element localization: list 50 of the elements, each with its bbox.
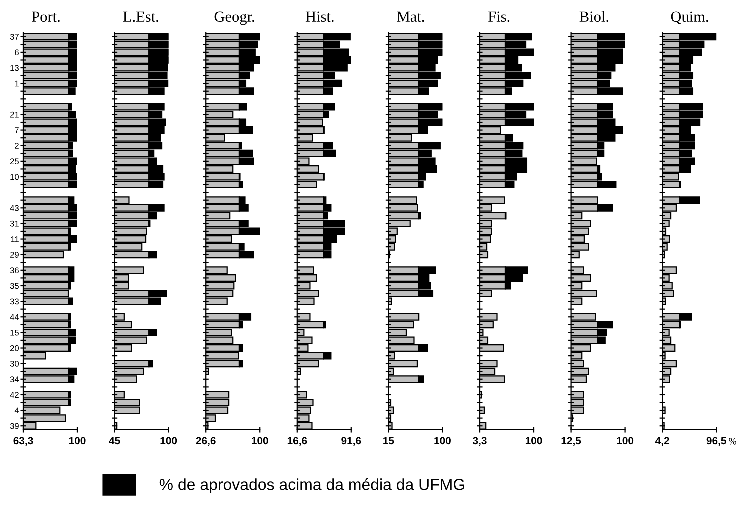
y-tick-label: 44 [10, 314, 20, 320]
x-tick-label: 4,2 [656, 437, 670, 446]
chart-title: Biol. [580, 11, 609, 22]
y-tick-label: 2 [15, 143, 19, 149]
y-tick-label: 10 [10, 174, 20, 180]
y-tick-label: 7 [15, 128, 19, 134]
y-tick-label: 29 [10, 252, 19, 258]
y-tick-label: 36 [10, 268, 19, 274]
x-tick-label: 100 [617, 437, 634, 445]
y-tick-label: 15 [10, 330, 19, 336]
y-tick-label: 33 [10, 298, 19, 305]
x-tick-label: 100 [252, 437, 268, 445]
x-tick-label: 91,6 [342, 437, 362, 446]
y-tick-label: 1 [15, 80, 19, 87]
x-tick-label: 63,3 [14, 437, 34, 446]
chart-title: Mat. [397, 12, 424, 22]
x-tick-label: 15 [384, 437, 394, 445]
chart-title: L.Est. [123, 12, 158, 22]
x-tick-label: 12,5 [562, 437, 582, 446]
y-tick-label: 37 [10, 34, 19, 40]
y-tick-label: 4 [14, 408, 20, 414]
y-tick-label: 11 [11, 236, 19, 242]
y-tick-label: 42 [10, 392, 19, 398]
y-tick-label: 43 [10, 205, 19, 212]
x-tick-label: 100 [526, 437, 542, 445]
y-tick-label: 35 [10, 283, 19, 290]
chart-title: Geogr. [214, 12, 254, 26]
y-tick-label: 20 [10, 345, 20, 352]
y-tick-label: 6 [15, 50, 19, 56]
x-tick-label: 3,3 [473, 437, 487, 446]
chart-title: Port. [32, 12, 60, 22]
y-tick-label: 31 [10, 220, 19, 227]
legend-label: % de aprovados acima da média da UFMG [160, 478, 464, 494]
y-tick-label: 34 [10, 376, 20, 383]
chart-title: Hist. [306, 12, 334, 22]
x-tick-label: 45 [109, 437, 120, 445]
y-tick-label: 39 [10, 423, 19, 430]
x-tick-label: 26,6 [196, 437, 216, 446]
y-tick-label: 25 [10, 158, 19, 165]
x-tick-label: 100 [434, 437, 451, 445]
x-tick-label: 100 [69, 437, 86, 445]
x-tick-label: 100 [160, 437, 178, 445]
x-tick-label: 16,6 [288, 437, 308, 446]
y-tick-label: 21 [10, 112, 19, 118]
y-tick-label: 13 [10, 65, 19, 72]
y-tick-label: 30 [10, 361, 20, 367]
x-axis-title: % [729, 438, 737, 445]
x-tick-label: 96,5 [706, 437, 726, 446]
chart-title: Quim. [671, 12, 708, 24]
chart-title: Fis. [488, 12, 510, 22]
